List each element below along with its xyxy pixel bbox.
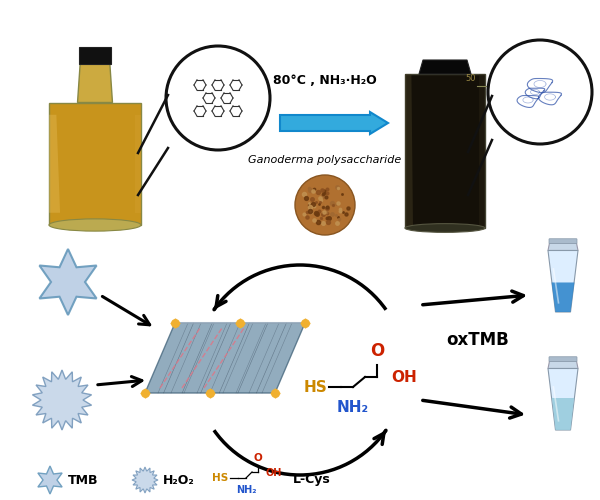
Ellipse shape xyxy=(49,219,141,231)
Text: OH: OH xyxy=(266,468,283,478)
Polygon shape xyxy=(405,74,413,228)
Text: NH₂: NH₂ xyxy=(337,400,369,415)
Polygon shape xyxy=(77,64,112,102)
Text: H₂O₂: H₂O₂ xyxy=(163,474,195,486)
Circle shape xyxy=(295,175,355,235)
Polygon shape xyxy=(405,74,485,228)
Polygon shape xyxy=(548,243,578,250)
FancyBboxPatch shape xyxy=(549,239,577,244)
Polygon shape xyxy=(548,368,578,430)
Text: HS: HS xyxy=(212,473,228,483)
Polygon shape xyxy=(551,282,574,312)
Polygon shape xyxy=(552,398,574,430)
Polygon shape xyxy=(479,74,485,228)
Polygon shape xyxy=(548,250,578,312)
Polygon shape xyxy=(49,102,141,225)
Polygon shape xyxy=(548,361,578,368)
Polygon shape xyxy=(79,46,111,64)
Ellipse shape xyxy=(405,224,485,232)
FancyArrow shape xyxy=(280,112,388,134)
Text: 50: 50 xyxy=(465,74,475,83)
Text: O: O xyxy=(370,342,384,360)
Text: 80°C , NH₃·H₂O: 80°C , NH₃·H₂O xyxy=(273,74,377,86)
Polygon shape xyxy=(40,249,97,315)
Circle shape xyxy=(166,46,270,150)
Polygon shape xyxy=(49,115,60,213)
Polygon shape xyxy=(38,466,62,494)
Text: O: O xyxy=(254,453,262,463)
Polygon shape xyxy=(132,467,158,493)
Text: HS: HS xyxy=(303,380,327,394)
Polygon shape xyxy=(145,323,305,393)
Polygon shape xyxy=(136,115,141,213)
Text: NH₂: NH₂ xyxy=(236,485,256,495)
Text: oxTMB: oxTMB xyxy=(446,331,509,349)
FancyBboxPatch shape xyxy=(549,357,577,362)
Text: OH: OH xyxy=(391,370,417,384)
Polygon shape xyxy=(419,60,471,74)
Text: Ganoderma polysaccharide: Ganoderma polysaccharide xyxy=(248,155,401,165)
Text: L-Cys: L-Cys xyxy=(293,474,331,486)
Polygon shape xyxy=(32,370,92,430)
Circle shape xyxy=(488,40,592,144)
Text: TMB: TMB xyxy=(68,474,98,486)
